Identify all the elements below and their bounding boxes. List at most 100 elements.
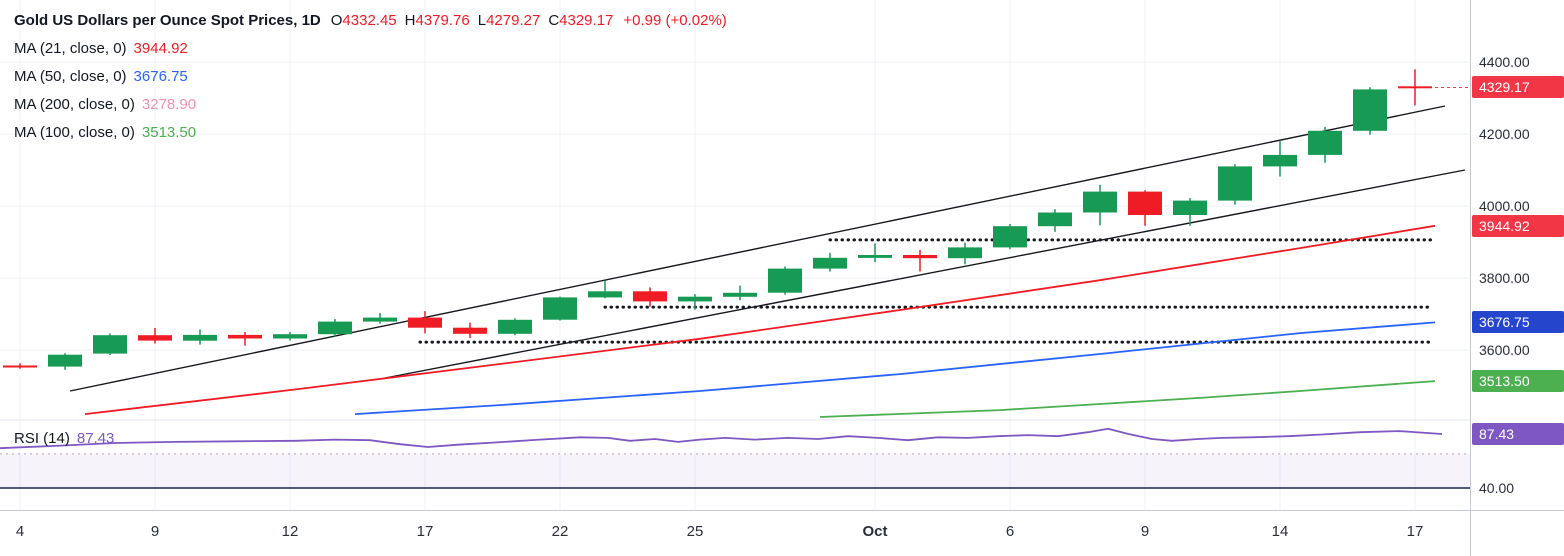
- candle: [1353, 87, 1387, 135]
- ma-label: MA (100, close, 0): [14, 123, 135, 141]
- price-axis-tick: 4200.00: [1479, 126, 1530, 142]
- price-axis-tick: 3600.00: [1479, 342, 1530, 358]
- ohlc-h: H4379.76: [405, 12, 470, 29]
- time-axis-label: 22: [551, 523, 569, 540]
- candle-body: [813, 257, 847, 269]
- candle: [1218, 164, 1252, 205]
- candle-body: [858, 255, 892, 258]
- ma-legend-row[interactable]: MA (100, close, 0) 3513.50: [14, 118, 727, 146]
- candle: [273, 332, 307, 341]
- axis-separator-line: [0, 510, 1564, 511]
- time-axis[interactable]: 4 9 12 17 22 25 Oct 6 9 14 17: [0, 510, 1470, 556]
- ohlc-value: 4332.45: [342, 11, 397, 29]
- candle-body: [48, 354, 82, 367]
- candle-body: [183, 334, 217, 341]
- candle-body: [1128, 191, 1162, 215]
- candle-body: [273, 334, 307, 339]
- candle-body: [1353, 89, 1387, 131]
- price-badge: 3513.50: [1472, 370, 1564, 393]
- candle: [858, 243, 892, 263]
- candle: [138, 328, 172, 344]
- ohlc-values: O4332.45 H4379.76 L4279.27 C4329.17: [331, 12, 622, 29]
- rsi-legend-row[interactable]: RSI (14) 87.43: [14, 430, 114, 447]
- time-axis-label: 9: [1140, 523, 1150, 540]
- candle: [93, 333, 127, 355]
- time-axis-label: 9: [150, 523, 160, 540]
- candle: [1308, 126, 1342, 163]
- candle: [588, 280, 622, 299]
- candle-body: [543, 297, 577, 320]
- candle: [228, 332, 262, 346]
- candle: [318, 319, 352, 337]
- ma-value: 3944.92: [133, 39, 188, 57]
- candle-body: [768, 268, 802, 293]
- ma-100-line: [819, 380, 1436, 418]
- ma-legend-rows: MA (21, close, 0) 3944.92 MA (50, close, 0…: [14, 34, 727, 146]
- candle-body: [588, 291, 622, 298]
- time-axis-label: 4: [15, 523, 25, 540]
- time-axis-label: 17: [1406, 523, 1424, 540]
- price-axis-tick: 4400.00: [1479, 54, 1530, 70]
- candle-body: [3, 365, 37, 368]
- rsi-label: RSI (14): [14, 430, 70, 447]
- ma-legend-row[interactable]: MA (200, close, 0) 3278.90: [14, 90, 727, 118]
- ohlc-letter: L: [477, 11, 487, 29]
- rsi-axis-tick: 40.00: [1479, 479, 1515, 496]
- time-axis-label: 6: [1005, 523, 1015, 540]
- ma-21-line: [84, 224, 1436, 415]
- candle: [1398, 69, 1432, 106]
- candle: [948, 242, 982, 265]
- ohlc-value: 4329.17: [559, 11, 614, 29]
- rsi-value: 87.43: [76, 430, 115, 447]
- ma-value: 3278.90: [141, 95, 197, 113]
- candle-body: [453, 327, 487, 334]
- candle: [1083, 184, 1117, 226]
- candle-body: [363, 317, 397, 322]
- ma-50-line: [354, 321, 1436, 415]
- trendline[interactable]: [69, 105, 1446, 392]
- candle-body: [318, 321, 352, 335]
- candle-body: [138, 335, 172, 341]
- ma-value: 3676.75: [133, 67, 188, 85]
- legend: Gold US Dollars per Ounce Spot Prices, 1…: [14, 6, 727, 146]
- ma-label: MA (21, close, 0): [14, 39, 127, 57]
- ohlc-value: 4279.27: [486, 11, 541, 29]
- ohlc-l: L4279.27: [478, 12, 541, 29]
- chart-plot-area[interactable]: Gold US Dollars per Ounce Spot Prices, 1…: [0, 0, 1470, 510]
- ohlc-letter: C: [548, 11, 560, 29]
- price-badge: 4329.17: [1472, 76, 1564, 99]
- candle: [993, 224, 1027, 250]
- candle: [363, 312, 397, 324]
- time-axis-label: Oct: [862, 523, 888, 540]
- time-axis-label: 25: [686, 523, 704, 540]
- time-axis-label: 14: [1271, 523, 1289, 540]
- ohlc-value: 4379.76: [415, 11, 470, 29]
- candle: [408, 311, 442, 334]
- candle-body: [498, 319, 532, 334]
- candle-body: [408, 317, 442, 328]
- time-axis-label: 12: [281, 523, 299, 540]
- candle: [3, 363, 37, 369]
- candle-body: [948, 247, 982, 259]
- trendline[interactable]: [384, 169, 1466, 379]
- price-axis[interactable]: 4400.00 4200.00 4000.00 3800.00 3600.00 4329.…: [1470, 0, 1564, 556]
- candle-body: [228, 334, 262, 339]
- price-badge: 3676.75: [1472, 311, 1564, 334]
- ma-legend-row[interactable]: MA (50, close, 0) 3676.75: [14, 62, 727, 90]
- candle: [498, 318, 532, 336]
- candle-body: [1173, 200, 1207, 215]
- candle-body: [1398, 86, 1432, 89]
- candle-body: [1083, 191, 1117, 213]
- candlestick-chart-canvas[interactable]: [0, 0, 1470, 510]
- ma-value: 3513.50: [141, 123, 197, 141]
- symbol-legend-row[interactable]: Gold US Dollars per Ounce Spot Prices, 1…: [14, 6, 727, 34]
- change-value: +0.99 (+0.02%): [623, 11, 727, 29]
- candle: [453, 322, 487, 339]
- candle-body: [1038, 212, 1072, 227]
- ma-label: MA (200, close, 0): [14, 95, 135, 113]
- symbol-title: Gold US Dollars per Ounce Spot Prices, 1…: [14, 11, 321, 29]
- ma-legend-row[interactable]: MA (21, close, 0) 3944.92: [14, 34, 727, 62]
- rsi-badge: 87.43: [1472, 423, 1564, 445]
- rsi-line: [0, 427, 1443, 450]
- time-axis-label: 17: [416, 523, 434, 540]
